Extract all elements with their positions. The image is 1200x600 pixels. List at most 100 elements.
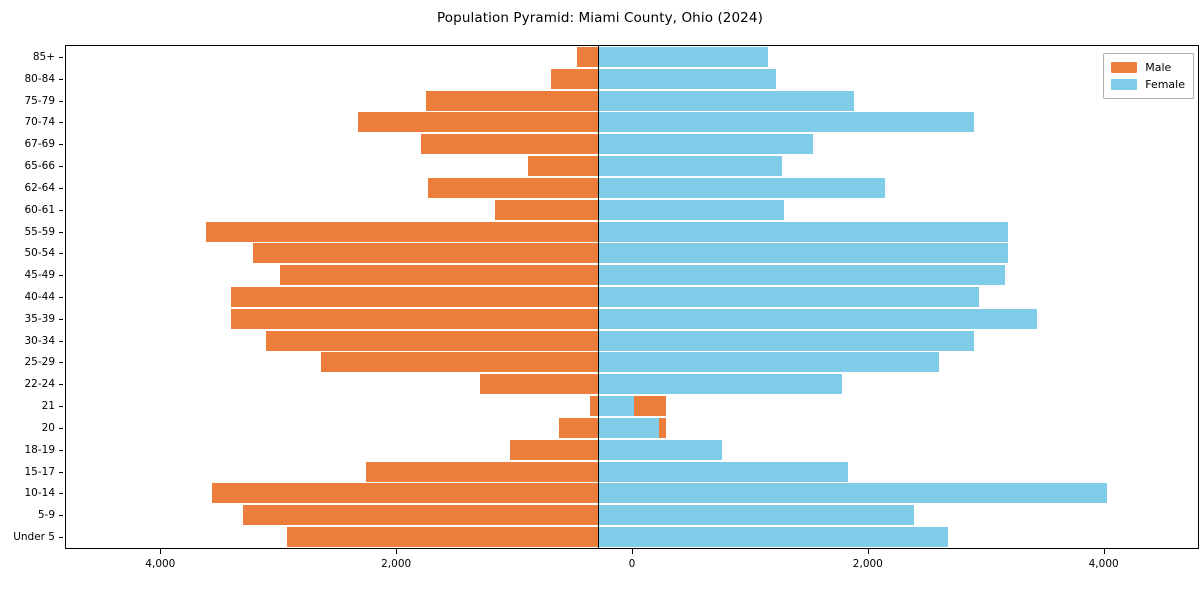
y-axis-label: 67-69: [24, 138, 55, 151]
bar-female[interactable]: [599, 308, 1038, 329]
legend-swatch-icon: [1111, 62, 1138, 73]
bar-female[interactable]: [599, 46, 768, 67]
pyramid-row: [66, 439, 1198, 460]
y-axis: 85+ 80-84 75-79 70-74 67-69 65-66 62-64 60-61 55…: [0, 45, 63, 549]
y-axis-tick: [59, 515, 63, 517]
bar-female[interactable]: [599, 527, 949, 548]
pyramid-row: [66, 374, 1198, 395]
y-axis-tick: [59, 318, 63, 320]
y-axis-tick: [59, 362, 63, 364]
pyramid-row: [66, 330, 1198, 351]
y-axis-label: 62-64: [24, 181, 55, 194]
bar-female[interactable]: [599, 243, 1008, 264]
bar-female[interactable]: [599, 265, 1005, 286]
legend-swatch-icon: [1111, 79, 1138, 90]
bar-female[interactable]: [599, 483, 1107, 504]
y-axis-tick: [59, 253, 63, 255]
y-axis-tick: [59, 275, 63, 277]
bar-female[interactable]: [599, 505, 915, 526]
pyramid-row: [66, 417, 1198, 438]
bar-male[interactable]: [230, 308, 666, 329]
bar-female[interactable]: [599, 68, 776, 89]
y-axis-label: 80-84: [24, 72, 55, 85]
pyramid-row: [66, 68, 1198, 89]
legend-label: Female: [1145, 78, 1185, 91]
pyramid-row: [66, 527, 1198, 548]
y-axis-label: 55-59: [24, 225, 55, 238]
chart-title: Population Pyramid: Miami County, Ohio (…: [437, 10, 763, 26]
bar-male[interactable]: [211, 483, 666, 504]
bar-male[interactable]: [230, 287, 666, 307]
y-axis-label: 30-34: [24, 334, 55, 347]
legend-item[interactable]: Male: [1111, 59, 1185, 76]
x-axis-label: 4,000: [145, 558, 176, 570]
bar-female[interactable]: [599, 396, 635, 417]
bar-female[interactable]: [599, 417, 660, 438]
pyramid-row: [66, 221, 1198, 242]
bar-male[interactable]: [321, 352, 666, 373]
pyramid-row: [66, 461, 1198, 482]
bar-male[interactable]: [265, 330, 666, 351]
x-axis-tick: [632, 549, 633, 554]
pyramid-row: [66, 505, 1198, 526]
y-axis-tick: [59, 471, 63, 473]
bar-female[interactable]: [599, 330, 975, 351]
y-axis-tick: [59, 297, 63, 298]
bar-male[interactable]: [205, 221, 666, 242]
legend-label: Male: [1145, 61, 1172, 74]
bar-female[interactable]: [599, 134, 813, 155]
pyramid-row: [66, 156, 1198, 177]
y-axis-label: 70-74: [24, 116, 55, 129]
bar-female[interactable]: [599, 461, 848, 482]
x-axis: 4,000 2,000 0 2,000 4,000: [65, 549, 1199, 595]
y-axis-tick: [59, 537, 63, 539]
bar-male[interactable]: [366, 461, 666, 482]
y-axis-label: 5-9: [37, 509, 55, 522]
bar-female[interactable]: [599, 374, 842, 395]
y-axis-tick: [59, 144, 63, 146]
pyramid-row: [66, 46, 1198, 67]
pyramid-row: [66, 243, 1198, 264]
y-axis-tick: [59, 231, 63, 233]
x-axis-label: 4,000: [1088, 558, 1119, 570]
x-axis-tick: [396, 549, 398, 554]
y-axis-label: 85+: [32, 50, 55, 63]
y-axis-tick: [59, 449, 63, 451]
x-axis-label: 0: [628, 558, 636, 570]
bar-male[interactable]: [243, 505, 666, 526]
pyramid-row: [66, 90, 1198, 111]
y-axis-label: 60-61: [24, 203, 55, 216]
pyramid-row: [66, 134, 1198, 155]
bar-female[interactable]: [599, 156, 783, 177]
bar-female[interactable]: [599, 221, 1008, 242]
y-axis-label: 18-19: [24, 443, 55, 456]
bar-female[interactable]: [599, 90, 854, 111]
x-axis-label: 2,000: [381, 558, 412, 570]
plot-area: [65, 45, 1199, 549]
y-axis-tick: [59, 209, 63, 211]
x-axis-tick: [1103, 549, 1105, 554]
bar-female[interactable]: [599, 199, 785, 220]
y-axis-label: 65-66: [24, 160, 55, 173]
x-axis-tick: [160, 549, 162, 554]
bar-female[interactable]: [599, 112, 974, 133]
y-axis-label: 35-39: [24, 312, 55, 325]
bar-male[interactable]: [357, 112, 666, 133]
x-axis-label: 2,000: [852, 558, 883, 570]
bar-female[interactable]: [599, 352, 939, 373]
pyramid-row: [66, 112, 1198, 133]
bar-female[interactable]: [599, 439, 722, 460]
bar-female[interactable]: [599, 177, 886, 198]
bar-male[interactable]: [286, 527, 666, 548]
pyramid-row: [66, 483, 1198, 504]
legend-item[interactable]: Female: [1111, 76, 1185, 93]
bar-male[interactable]: [252, 243, 666, 264]
y-axis-label: 25-29: [24, 356, 55, 369]
bar-male[interactable]: [280, 265, 666, 286]
y-axis-tick: [59, 493, 63, 495]
bar-female[interactable]: [599, 287, 980, 307]
y-axis-label: 75-79: [24, 94, 55, 107]
y-axis-label: Under 5: [13, 531, 55, 544]
y-axis-tick: [59, 384, 63, 386]
pyramid-row: [66, 287, 1198, 307]
